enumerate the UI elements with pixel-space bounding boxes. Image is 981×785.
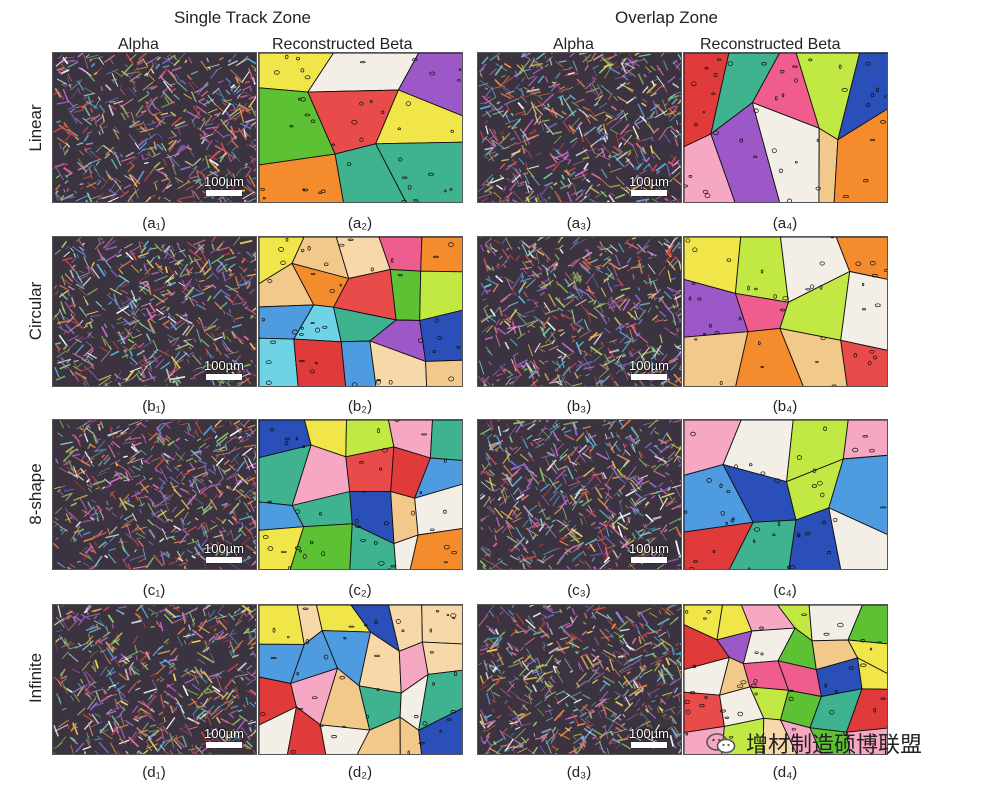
col-head-beta-1: Reconstructed Beta — [272, 36, 413, 53]
panel-caption: (d₂) — [347, 764, 373, 781]
scale-bar-line — [630, 190, 667, 196]
watermark: 增材制造硕博联盟 — [706, 727, 922, 759]
row-label-circular: Circular — [26, 281, 45, 341]
scale-bar-label: 100µm — [628, 726, 669, 741]
panel-caption: (c₄) — [773, 582, 797, 599]
scale-bar: 100µm — [629, 175, 669, 196]
alpha-map-panel: 100µm — [477, 236, 682, 387]
beta-map-panel — [683, 419, 888, 570]
beta-map-panel — [258, 52, 463, 203]
watermark-text: 增材制造硕博联盟 — [746, 733, 923, 758]
scale-bar-line — [630, 557, 667, 563]
scale-bar-label: 100µm — [628, 541, 669, 556]
scale-bar: 100µm — [204, 359, 244, 380]
scale-bar-line — [205, 190, 242, 196]
panel-caption: (d₁) — [142, 764, 166, 781]
panel-caption: (a₄) — [772, 215, 798, 232]
alpha-map-panel: 100µm — [52, 604, 257, 755]
alpha-map-panel: 100µm — [52, 236, 257, 387]
beta-map-panel — [683, 52, 888, 203]
beta-map-panel — [258, 604, 463, 755]
beta-map-panel — [683, 236, 888, 387]
panel-caption: (a₂) — [347, 215, 373, 232]
col-head-beta-2: Reconstructed Beta — [700, 36, 841, 53]
panel-caption: (a₃) — [566, 215, 592, 232]
panel-caption: (b₁) — [142, 398, 166, 415]
scale-bar: 100µm — [204, 175, 244, 196]
scale-bar-label: 100µm — [203, 726, 244, 741]
row-label-8-shape: 8-shape — [26, 463, 45, 525]
alpha-map-panel: 100µm — [477, 419, 682, 570]
col-head-alpha-2: Alpha — [553, 36, 594, 53]
alpha-map-panel: 100µm — [477, 52, 682, 203]
scale-bar-label: 100µm — [203, 541, 244, 556]
scale-bar-line — [630, 742, 667, 748]
scale-bar: 100µm — [629, 542, 669, 563]
scale-bar-line — [630, 374, 667, 380]
panel-caption: (d₃) — [566, 764, 592, 781]
row-label-infinite: Infinite — [26, 652, 45, 704]
panel-caption: (b₃) — [566, 398, 592, 415]
beta-map-panel — [258, 236, 463, 387]
alpha-map-panel: 100µm — [52, 52, 257, 203]
panel-caption: (c₂) — [348, 582, 372, 599]
scale-bar-label: 100µm — [203, 358, 244, 373]
row-label-linear: Linear — [26, 104, 45, 152]
scale-bar-line — [205, 557, 242, 563]
scale-bar: 100µm — [204, 727, 244, 748]
panel-caption: (d₄) — [772, 764, 798, 781]
panel-caption: (a₁) — [142, 215, 166, 232]
panel-caption: (c₃) — [567, 582, 591, 599]
wechat-icon — [706, 732, 736, 754]
scale-bar: 100µm — [629, 727, 669, 748]
scale-bar-label: 100µm — [203, 174, 244, 189]
alpha-map-panel: 100µm — [52, 419, 257, 570]
scale-bar-label: 100µm — [628, 358, 669, 373]
scale-bar-label: 100µm — [628, 174, 669, 189]
scale-bar-line — [205, 742, 242, 748]
single-track-zone-title: Single Track Zone — [174, 8, 312, 27]
overlap-zone-title: Overlap Zone — [615, 8, 718, 27]
alpha-map-panel: 100µm — [477, 604, 682, 755]
scale-bar-line — [205, 374, 242, 380]
beta-map-panel — [258, 419, 463, 570]
beta-map-panel — [683, 604, 888, 755]
panel-caption: (c₁) — [142, 582, 166, 599]
scale-bar: 100µm — [629, 359, 669, 380]
panel-caption: (b₄) — [772, 398, 798, 415]
col-head-alpha-1: Alpha — [118, 36, 159, 53]
panel-caption: (b₂) — [347, 398, 373, 415]
scale-bar: 100µm — [204, 542, 244, 563]
